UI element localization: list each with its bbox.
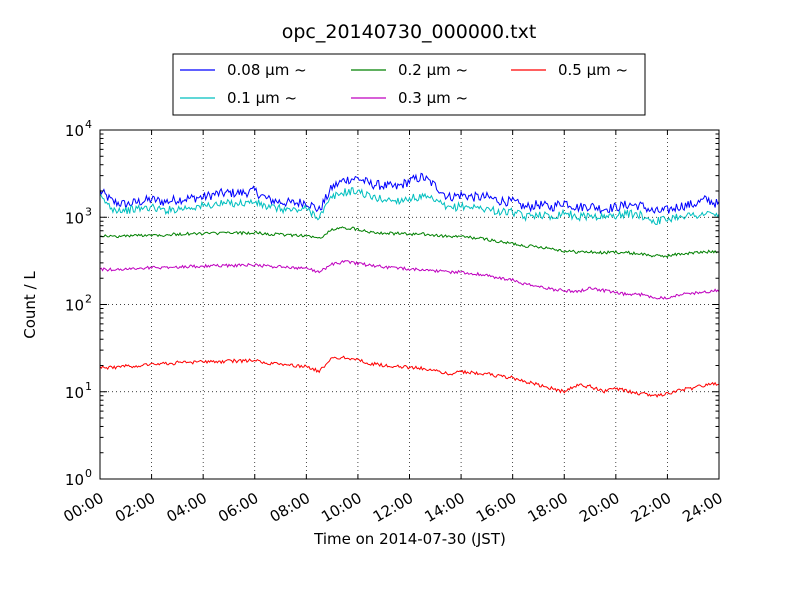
x-tick-labels: 00:00 02:00 04:00 06:00 08:00 10:00 12:00 14:00… [60,489,725,526]
legend-label: 0.2 μm ~ [398,61,468,79]
y-tick-exponent: 3 [85,205,92,218]
series-lines [99,172,720,398]
x-tick-label: 04:00 [164,489,210,526]
y-tick-label: 10 [65,122,84,140]
x-tick-label: 08:00 [267,489,313,526]
legend-box [172,53,646,116]
legend-label: 0.1 μm ~ [227,89,297,107]
y-tick-label: 10 [65,471,84,489]
x-tick-label: 10:00 [318,489,364,526]
y-tick-label: 10 [65,297,84,315]
x-tick-label: 16:00 [473,489,519,526]
chart-title: opc_20140730_000000.txt [282,21,537,43]
series-line-2 [99,226,719,259]
legend: 0.08 μm ~ 0.1 μm ~ 0.2 μm ~ 0.3 μm ~ 0.5 μm … [172,53,646,116]
series-line-4 [99,355,720,398]
series-line-1 [99,187,720,226]
y-tick-exponent: 2 [85,293,92,306]
x-axis-label: Time on 2014-07-30 (JST) [313,530,506,548]
x-tick-label: 22:00 [628,489,674,526]
y-axis-label: Count / L [21,271,39,339]
x-tick-label: 24:00 [679,489,725,526]
x-tick-label: 06:00 [215,489,261,526]
y-tick-label: 10 [65,209,84,227]
y-tick-exponent: 1 [85,380,92,393]
x-tick-label: 18:00 [525,489,571,526]
x-tick-label: 00:00 [60,489,106,526]
legend-label: 0.5 μm ~ [558,61,628,79]
x-tick-label: 12:00 [370,489,416,526]
series-line-3 [99,260,720,300]
y-tick-label: 10 [65,384,84,402]
y-tick-exponent: 0 [85,467,92,480]
axis-ticks [99,129,720,480]
legend-label: 0.08 μm ~ [227,61,307,79]
x-tick-label: 14:00 [421,489,467,526]
x-tick-label: 02:00 [112,489,158,526]
series-line-0 [99,172,720,215]
legend-label: 0.3 μm ~ [398,89,468,107]
x-tick-label: 20:00 [576,489,622,526]
y-tick-exponent: 4 [85,118,92,131]
